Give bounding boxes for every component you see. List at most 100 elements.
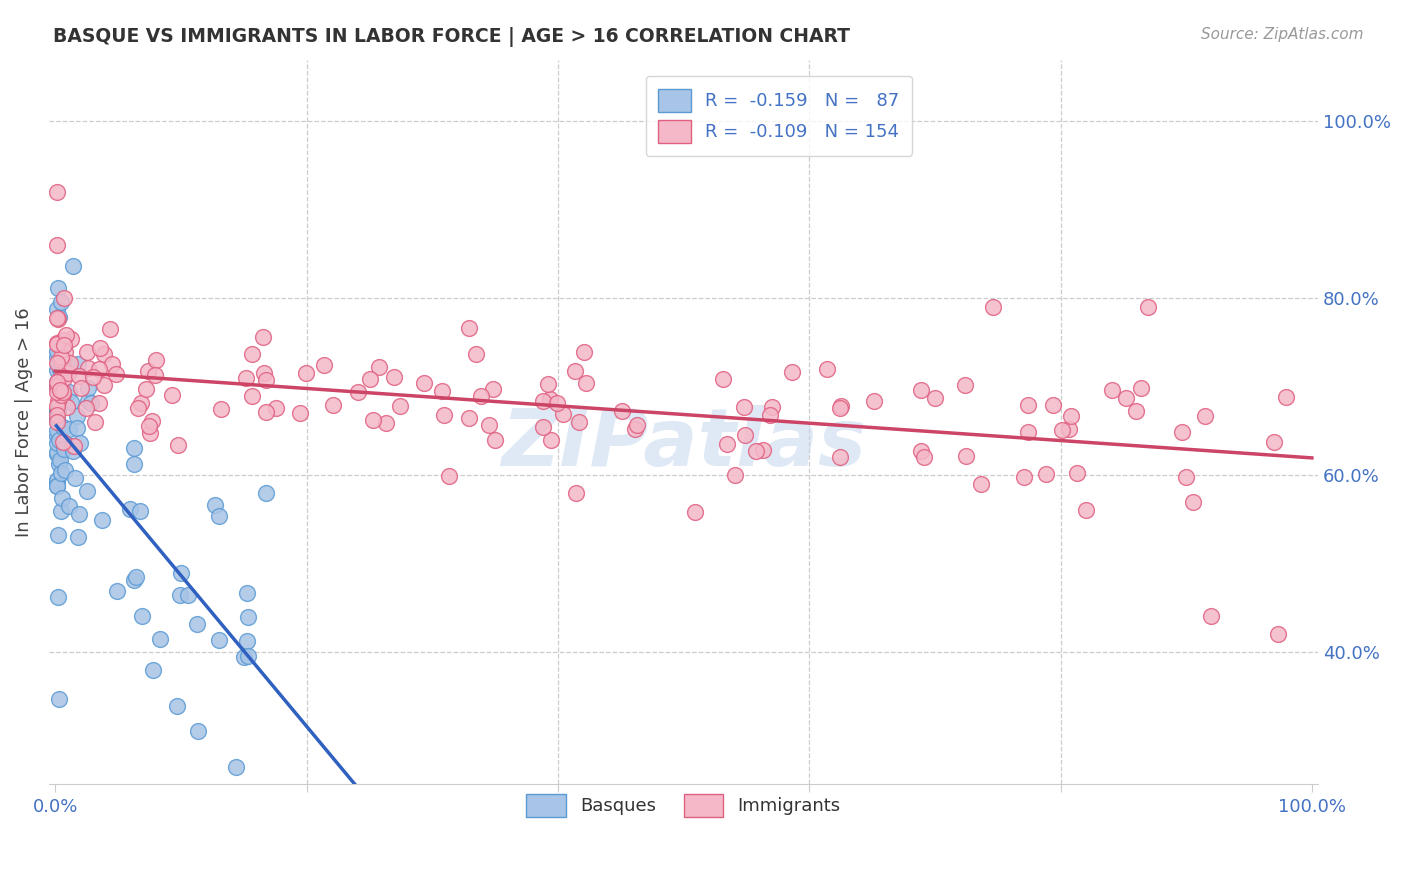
Point [80, 395, 103, 409]
Point [49, 466, 72, 480]
Point [48, 393, 70, 408]
Point [322, 398, 344, 412]
Point [367, 360, 389, 375]
Point [568, 415, 591, 429]
Point [124, 570, 146, 584]
Point [235, 633, 257, 648]
Point [122, 573, 145, 587]
Point [138, 363, 160, 377]
Point [67, 368, 90, 383]
Point [572, 345, 595, 359]
Point [45, 185, 67, 199]
Point [716, 437, 738, 451]
Point [45, 335, 67, 350]
Point [1267, 627, 1289, 641]
Point [66, 530, 89, 544]
Point [484, 434, 506, 448]
Point [565, 485, 588, 500]
Point [170, 566, 193, 580]
Point [166, 698, 188, 713]
Point [236, 648, 259, 663]
Point [105, 367, 128, 381]
Y-axis label: In Labor Force | Age > 16: In Labor Force | Age > 16 [15, 307, 32, 537]
Point [49, 383, 72, 397]
Point [45, 350, 67, 364]
Point [45, 415, 67, 429]
Point [46, 281, 69, 295]
Point [76, 484, 98, 499]
Point [45, 479, 67, 493]
Point [67, 507, 90, 521]
Point [58, 356, 80, 370]
Text: BASQUE VS IMMIGRANTS IN LABOR FORCE | AGE > 16 CORRELATION CHART: BASQUE VS IMMIGRANTS IN LABOR FORCE | AG… [53, 27, 851, 46]
Point [60, 333, 83, 347]
Point [910, 383, 932, 397]
Point [53, 338, 76, 352]
Point [51, 353, 73, 368]
Point [139, 426, 162, 441]
Point [48, 310, 70, 325]
Point [52, 361, 75, 376]
Point [162, 387, 184, 401]
Point [129, 504, 152, 518]
Point [45, 474, 67, 488]
Point [55, 328, 77, 343]
Point [46, 402, 69, 417]
Point [45, 301, 67, 316]
Point [45, 337, 67, 351]
Point [830, 401, 852, 415]
Point [264, 401, 287, 415]
Point [1199, 609, 1222, 624]
Point [254, 486, 277, 500]
Point [437, 468, 460, 483]
Point [564, 364, 586, 378]
Point [481, 382, 503, 396]
Point [58, 421, 80, 435]
Point [955, 449, 977, 463]
Point [745, 444, 768, 458]
Point [169, 588, 191, 602]
Point [141, 663, 163, 677]
Point [981, 300, 1004, 314]
Point [724, 468, 747, 483]
Point [531, 394, 554, 409]
Point [478, 417, 501, 432]
Text: ZIPatlas: ZIPatlas [501, 405, 866, 483]
Point [87, 361, 110, 376]
Point [288, 406, 311, 420]
Point [1125, 403, 1147, 417]
Point [58, 385, 80, 400]
Point [62, 439, 84, 453]
Point [143, 368, 166, 382]
Point [45, 363, 67, 377]
Point [48, 691, 70, 706]
Point [254, 373, 277, 387]
Point [46, 402, 69, 417]
Point [62, 443, 84, 458]
Point [66, 409, 89, 423]
Point [127, 401, 149, 415]
Point [1171, 425, 1194, 440]
Point [45, 409, 67, 423]
Point [830, 400, 852, 414]
Point [624, 422, 647, 436]
Point [761, 401, 783, 415]
Point [46, 399, 69, 413]
Point [46, 357, 69, 371]
Point [66, 421, 89, 435]
Point [177, 588, 200, 602]
Point [187, 723, 209, 738]
Point [464, 347, 486, 361]
Point [82, 369, 104, 384]
Point [52, 420, 75, 434]
Point [49, 294, 72, 309]
Point [48, 373, 70, 387]
Point [734, 428, 756, 442]
Point [105, 583, 128, 598]
Point [48, 457, 70, 471]
Point [1057, 422, 1080, 436]
Point [626, 417, 648, 432]
Point [129, 396, 152, 410]
Point [52, 370, 75, 384]
Point [253, 366, 276, 380]
